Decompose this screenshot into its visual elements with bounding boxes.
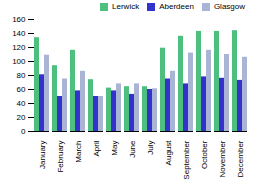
svg-text:April: April [92,140,101,156]
svg-text:August: August [164,140,173,166]
svg-text:September: September [182,140,191,179]
svg-text:January: January [38,141,47,169]
svg-text:100: 100 [12,57,26,66]
svg-text:June: June [128,140,137,158]
html-text:Aberdeen: Aberdeen [159,2,194,11]
svg-text:160: 160 [12,15,26,24]
svg-text:80: 80 [17,71,26,80]
svg-text:140: 140 [12,29,26,38]
svg-text:0: 0 [21,127,26,136]
svg-text:October: October [200,140,209,169]
svg-text:120: 120 [12,43,26,52]
svg-text:December: December [236,140,245,177]
svg-text:March: March [74,141,83,163]
html-text:Glasgow: Glasgow [213,2,245,11]
html-text:Lerwick: Lerwick [112,2,140,11]
svg-text:40: 40 [17,99,26,108]
svg-text:July: July [146,141,155,155]
svg-text:60: 60 [17,85,26,94]
svg-text:May: May [110,141,119,156]
svg-text:November: November [218,140,227,177]
svg-text:20: 20 [17,113,26,122]
svg-text:February: February [56,141,65,173]
